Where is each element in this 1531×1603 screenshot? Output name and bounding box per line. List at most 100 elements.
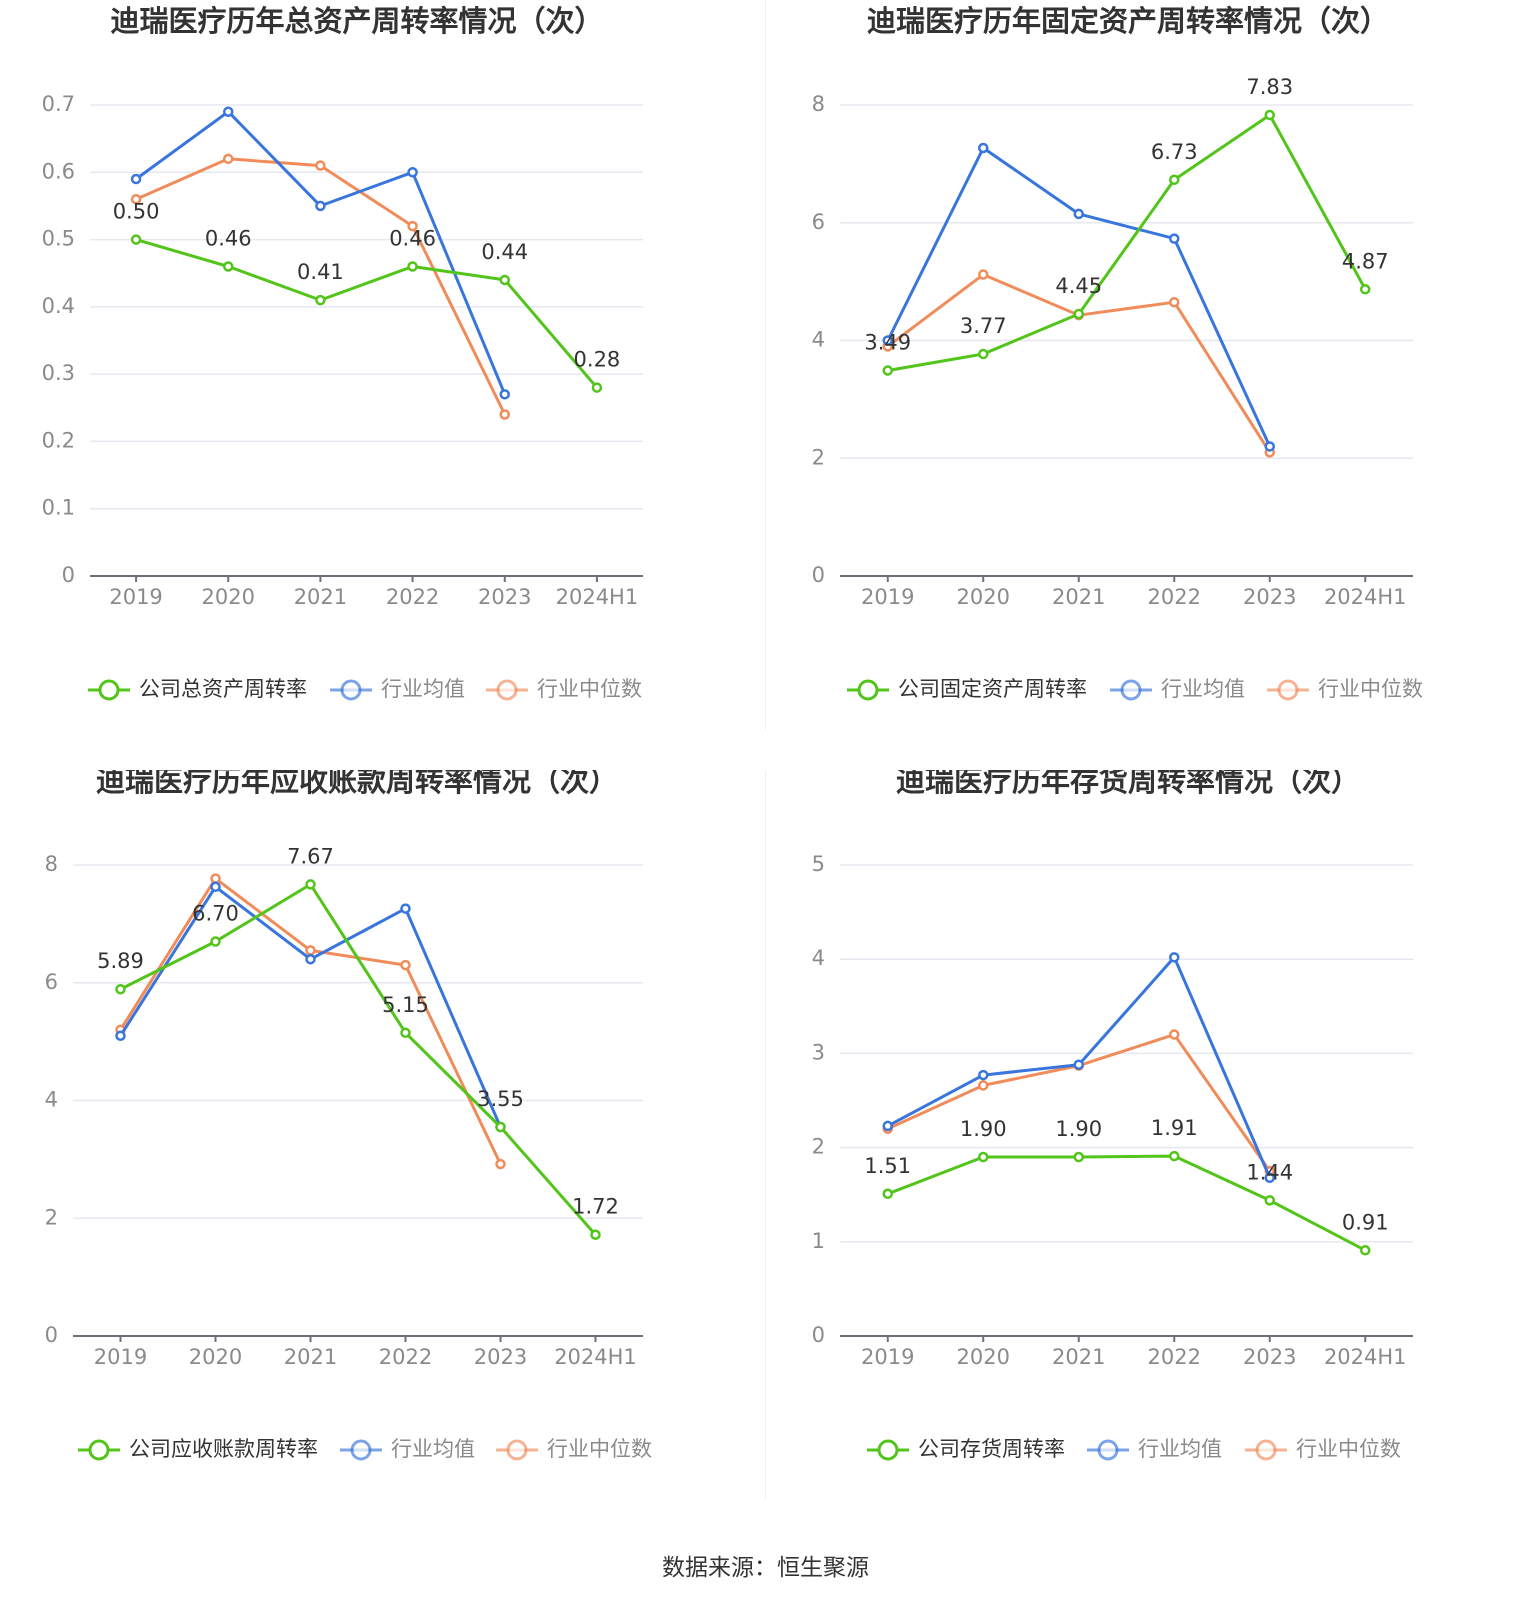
data-point-company [315,294,326,306]
y-tick-label: 6 [812,210,825,234]
legend-label: 行业中位数 [547,1437,652,1461]
data-label: 0.91 [1342,1210,1389,1234]
y-tick-label: 2 [45,1205,58,1229]
data-label: 1.90 [960,1117,1007,1141]
legend-item-industry_median: 行业中位数 [1267,677,1423,701]
data-label: 5.15 [382,993,429,1017]
legend-item-company: 公司固定资产周转率 [847,677,1087,701]
legend-item-industry_median: 行业中位数 [1245,1437,1401,1461]
y-tick-label: 2 [812,1135,825,1159]
legend-label: 行业中位数 [537,677,642,701]
x-tick-label: 2020 [189,1345,242,1369]
y-tick-label: 0.4 [42,294,75,318]
data-point-company [882,365,893,376]
y-tick-label: 0 [812,1323,825,1347]
data-point-company [978,348,989,360]
x-tick-label: 2024H1 [1324,1345,1407,1369]
x-tick-label: 2023 [474,1345,527,1369]
x-tick-label: 2024H1 [556,585,639,609]
x-tick-label: 2024H1 [1324,585,1407,609]
data-point-industry_avg [407,167,418,178]
x-tick-label: 2022 [1148,585,1201,609]
x-tick-label: 2023 [1243,1345,1296,1369]
y-tick-label: 0.1 [42,496,75,520]
legend-swatch-marker [1255,1439,1277,1461]
chart-inventory-turnover: 迪瑞医疗历年存货周转率情况（次） 0 1 2 3 4 5 2019 2020 2021 2022 20… [812,770,1413,1461]
legend-swatch-marker [88,1439,110,1461]
data-point-industry_avg [1264,1172,1275,1183]
data-point-industry_median [407,220,418,232]
x-tick-label: 2021 [1052,585,1105,609]
data-point-industry_avg [223,106,234,117]
data-point-industry_avg [1073,1059,1084,1070]
data-point-company [495,1121,506,1133]
legend-item-industry_median: 行业中位数 [496,1437,652,1461]
x-tick-label: 2020 [957,1345,1010,1369]
data-point-company [210,936,221,947]
data-point-company [130,234,142,245]
data-point-industry_avg [115,1030,126,1041]
data-point-industry_median [315,160,326,171]
data-point-company [1360,1245,1371,1256]
data-label: 6.70 [192,902,239,926]
data-point-industry_avg [130,173,142,185]
legend-item-industry_median: 行业中位数 [486,677,642,701]
x-tick-label: 2022 [386,585,439,609]
legend-swatch-marker [1120,679,1142,701]
y-tick-label: 0.6 [42,159,75,183]
data-label: 0.41 [297,260,344,284]
series-line-industry_median [135,157,507,416]
x-tick-label: 2020 [202,585,255,609]
data-point-industry_median [499,409,510,420]
legend-swatch-marker [1097,1439,1119,1461]
legend-item-industry_avg: 行业均值 [1087,1437,1222,1461]
x-tick-label: 2019 [861,1345,914,1369]
data-point-company [882,1188,893,1200]
series-line-industry_avg [119,885,502,1128]
x-tick-label: 2019 [94,1345,147,1369]
data-point-company [1169,1150,1180,1162]
data-point-industry_avg [400,903,411,914]
series-line-company [135,238,599,389]
legend-swatch-marker [496,679,518,701]
data-point-industry_avg [499,389,510,400]
y-tick-label: 0.3 [42,361,75,385]
data-point-industry_median [1169,296,1180,308]
series-line-industry_avg [135,110,507,395]
data-label: 0.46 [389,226,436,250]
data-point-industry_median [130,193,142,205]
data-point-company [1169,174,1180,186]
y-tick-label: 0 [62,563,75,587]
x-tick-label: 2021 [284,1345,337,1369]
chart-receivables-turnover: 迪瑞医疗历年应收账款周转率情况（次） 0 2 4 6 8 2019 2020 2021 2022 2… [45,770,652,1461]
data-label: 6.73 [1151,140,1198,164]
data-point-company [115,983,126,995]
y-tick-label: 8 [812,92,825,116]
legend-label: 公司应收账款周转率 [129,1437,318,1461]
data-label: 1.91 [1151,1116,1198,1140]
data-point-industry_median [1169,1029,1180,1040]
data-point-industry_avg [978,1069,989,1081]
data-point-company [591,382,603,393]
data-point-industry_median [400,959,411,971]
data-point-industry_avg [305,953,316,965]
x-tick-label: 2021 [294,585,347,609]
data-label: 7.83 [1246,75,1293,99]
legend-swatch-marker [350,1439,372,1461]
legend-label: 公司固定资产周转率 [898,677,1087,701]
legend-item-company: 公司应收账款周转率 [78,1437,318,1461]
data-point-company [305,879,316,890]
data-point-industry_avg [882,1120,893,1132]
x-tick-label: 2019 [861,585,914,609]
y-tick-label: 4 [812,946,825,970]
legend-label: 行业中位数 [1296,1437,1401,1461]
chart-fixed-asset-turnover: 迪瑞医疗历年固定资产周转率情况（次） 0 2 4 6 8 2019 2020 2021 2022 2… [812,4,1423,701]
data-source-label: 数据来源：恒生聚源 [662,1555,869,1581]
legend-item-industry_avg: 行业均值 [340,1437,475,1461]
x-tick-label: 2023 [1243,585,1296,609]
data-point-industry_avg [1073,208,1084,220]
x-tick-label: 2024H1 [554,1345,637,1369]
data-point-company [1360,284,1371,295]
data-point-company [1073,1151,1084,1163]
data-point-company [590,1229,601,1240]
